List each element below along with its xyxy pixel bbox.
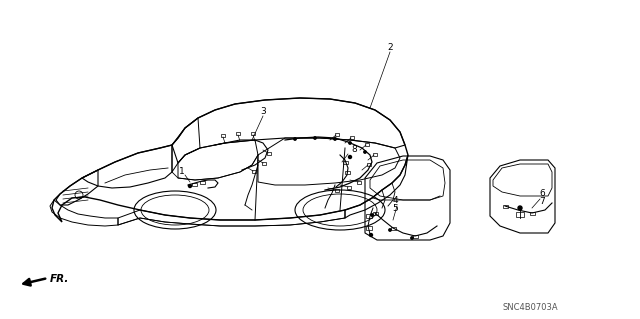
Circle shape — [518, 206, 522, 210]
Circle shape — [364, 151, 366, 153]
Circle shape — [369, 234, 372, 236]
Circle shape — [349, 155, 351, 159]
Bar — [347, 186, 351, 189]
Bar — [344, 170, 349, 174]
Bar — [372, 211, 378, 214]
Circle shape — [349, 142, 351, 144]
Bar — [373, 152, 377, 155]
Bar — [502, 204, 508, 207]
Circle shape — [294, 138, 296, 140]
Bar — [221, 133, 225, 137]
Text: 5: 5 — [392, 204, 398, 213]
Text: 6: 6 — [539, 189, 545, 198]
Text: FR.: FR. — [50, 274, 69, 284]
Bar — [367, 162, 371, 166]
Bar — [366, 226, 372, 230]
Text: 2: 2 — [387, 43, 393, 53]
Text: SNC4B0703A: SNC4B0703A — [502, 303, 558, 313]
Bar — [252, 169, 256, 173]
Text: 4: 4 — [392, 196, 398, 205]
Bar — [335, 189, 339, 191]
Bar — [357, 181, 361, 183]
Bar — [335, 132, 339, 136]
Bar — [251, 131, 255, 135]
Circle shape — [189, 184, 191, 188]
Bar — [365, 143, 369, 145]
Circle shape — [411, 237, 413, 239]
Bar — [200, 181, 205, 183]
Bar — [236, 131, 240, 135]
Bar — [516, 211, 524, 217]
Circle shape — [334, 138, 336, 140]
Bar — [267, 152, 271, 154]
Text: 8: 8 — [351, 145, 357, 154]
Bar — [413, 234, 417, 238]
Bar — [191, 182, 196, 186]
Text: 7: 7 — [539, 197, 545, 206]
Bar — [342, 160, 348, 164]
Bar — [529, 211, 534, 214]
Text: 3: 3 — [260, 108, 266, 116]
Circle shape — [371, 214, 373, 216]
Bar — [262, 161, 266, 165]
Text: 1: 1 — [179, 167, 185, 176]
Circle shape — [314, 137, 316, 139]
Bar — [390, 226, 396, 229]
Circle shape — [388, 229, 391, 231]
Bar — [366, 214, 372, 218]
Bar — [350, 136, 354, 138]
